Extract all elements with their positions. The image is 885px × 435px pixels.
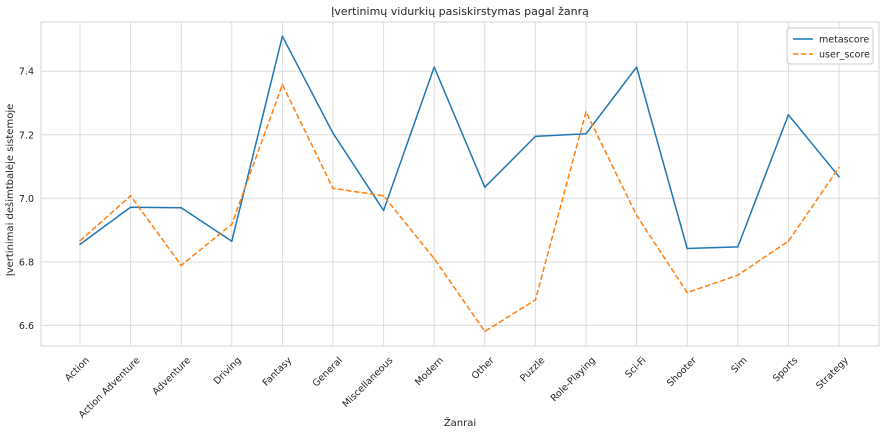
data-point-user-score [838,166,840,169]
data-point-metascore [433,66,436,68]
data-point-metascore [180,207,182,209]
data-point-user-score [180,264,182,267]
legend-label: user_score [819,50,870,61]
data-point-metascore [332,132,334,134]
y-tick-label: 7.4 [19,67,34,78]
data-point-metascore [281,35,284,38]
y-tick-label: 6.8 [19,257,34,268]
chart-title: Įvertinimų vidurkių pasiskirstymas pagal… [331,5,589,18]
y-axis-label: Įvertinimai dešimtbalėje sistemoje [4,104,16,277]
data-point-metascore [737,246,739,248]
data-point-user-score [79,240,81,242]
legend: metascore user_score [786,27,874,65]
series-line-metascore [79,35,840,250]
data-point-metascore [686,247,688,250]
data-point-user-score [484,330,486,333]
data-point-user-score [332,187,334,190]
y-axis: 6.6 6.8 7.0 7.2 7.4 [19,67,34,332]
data-point-user-score [534,299,537,301]
data-point-metascore [635,66,638,68]
data-point-metascore [585,133,587,135]
data-point-metascore [787,113,790,116]
legend-label: metascore [819,35,869,46]
legend-box [786,27,874,65]
data-point-user-score [433,257,436,260]
y-tick-label: 7.0 [19,194,34,205]
data-point-user-score [231,223,233,226]
data-point-metascore [231,240,233,242]
y-tick-label: 7.2 [19,130,34,141]
plot-frame [40,21,880,347]
data-point-metascore [838,175,840,178]
data-point-metascore [129,206,132,208]
data-point-user-score [787,240,790,242]
data-point-metascore [382,209,385,212]
data-point-user-score [737,274,739,276]
data-point-metascore [534,135,537,138]
plot-area [40,21,880,347]
data-point-user-score [382,194,385,197]
data-point-user-score [635,214,638,217]
data-point-user-score [585,111,587,113]
data-point-metascore [484,186,486,188]
grid [41,22,879,346]
data-point-metascore [79,243,81,246]
data-point-user-score [281,83,284,86]
y-tick-label: 6.6 [19,321,34,332]
data-point-user-score [686,291,688,294]
series-group [79,35,840,333]
series-line-user-score [79,83,840,333]
x-axis-label: Žanrai [444,416,476,429]
data-point-user-score [129,194,132,197]
